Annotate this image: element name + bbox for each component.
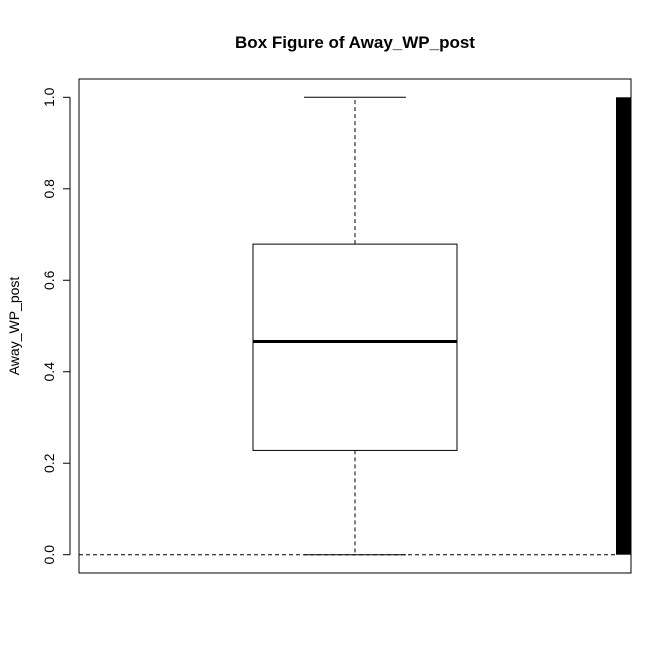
y-tick-label: 0.2 [41, 453, 57, 473]
chart-title: Box Figure of Away_WP_post [235, 33, 475, 52]
y-tick-label: 0.4 [41, 362, 57, 382]
y-tick-label: 0.8 [41, 179, 57, 199]
rug-bar [616, 97, 631, 555]
y-axis-label: Away_WP_post [6, 277, 22, 376]
interquartile-box [252, 243, 458, 451]
y-tick-label: 1.0 [41, 87, 57, 107]
y-tick-label: 0.6 [41, 270, 57, 290]
y-tick-label: 0.0 [41, 545, 57, 565]
plot-marks [79, 96, 631, 556]
y-axis: 0.0 0.2 0.4 0.6 0.8 1.0 [41, 87, 71, 565]
